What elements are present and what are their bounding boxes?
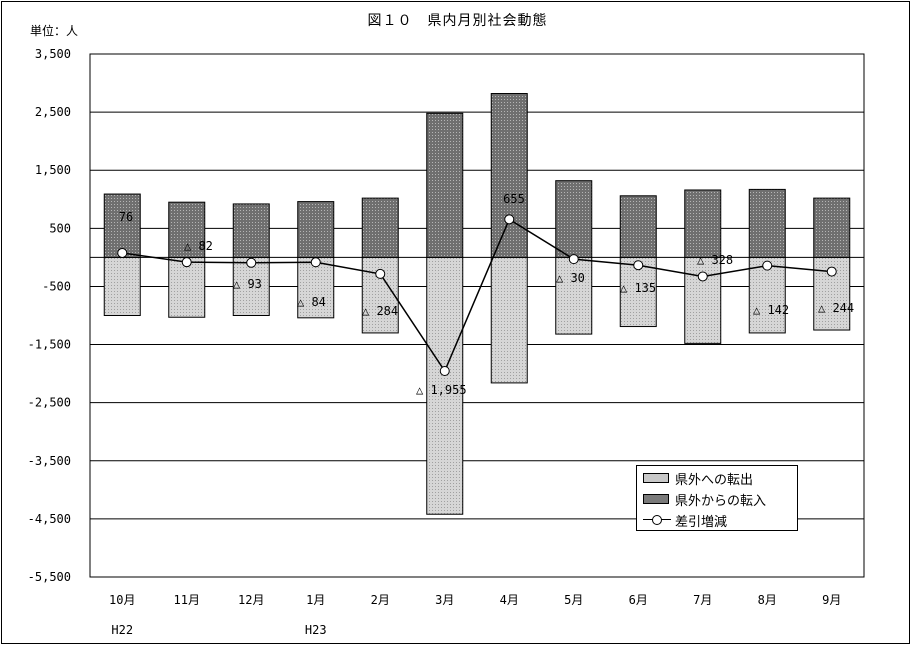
bar-inflow (748, 188, 786, 258)
x-tick-label: 11月 (174, 593, 200, 607)
net-point (375, 268, 386, 279)
x-tick-label: 2月 (371, 593, 390, 607)
data-label: △ 142 (753, 303, 789, 317)
year-label: H22 (111, 623, 133, 637)
y-tick-label: -4,500 (28, 512, 71, 526)
data-label: △ 1,955 (416, 383, 467, 397)
x-tick-label: 1月 (306, 593, 325, 607)
bar-inflow (619, 195, 657, 258)
year-label: H23 (305, 623, 327, 637)
legend-line-marker (643, 514, 671, 526)
x-tick-label: 3月 (435, 593, 454, 607)
bar-inflow (813, 197, 851, 258)
y-tick-label: -1,500 (28, 338, 71, 352)
net-point (504, 214, 515, 225)
data-label: △ 82 (184, 239, 213, 253)
legend-label-inflow: 県外からの転入 (675, 493, 767, 509)
data-label: 655 (503, 192, 525, 206)
legend-item-net: 差引増減 (643, 511, 728, 530)
net-change-line: 76 △ 82 △ 93 △ 84 △ 284 △ 1,955 655 △ 30 △ 135 △ … (117, 192, 854, 397)
y-tick-label: 500 (49, 221, 71, 235)
x-axis-labels: 10月 11月 12月 1月 2月 3月 4月 5月 6月 7月 8月 9月 H22 H23 (109, 593, 841, 637)
data-label: △ 328 (697, 253, 733, 267)
bar-inflow (684, 189, 722, 258)
y-tick-label: 2,500 (35, 105, 71, 119)
legend-swatch-outflow (643, 473, 669, 483)
bar-inflow (426, 112, 464, 258)
chart-title: 図１０ 県内月別社会動態 (367, 13, 548, 29)
grid-lines (90, 111, 864, 520)
data-label: △ 93 (233, 277, 262, 291)
data-label: △ 284 (362, 304, 398, 318)
data-label: △ 244 (818, 301, 854, 315)
net-point (633, 260, 644, 271)
data-label: △ 135 (620, 281, 656, 295)
legend-item-outflow: 県外への転出 (643, 469, 754, 488)
x-tick-label: 6月 (629, 593, 648, 607)
bar-inflow (232, 203, 270, 258)
net-point (762, 260, 773, 271)
bars (103, 93, 851, 515)
bar-inflow (168, 201, 206, 258)
net-point (246, 257, 257, 268)
x-tick-label: 12月 (238, 593, 264, 607)
bar-outflow (361, 256, 399, 334)
unit-label: 単位：人 (30, 24, 79, 38)
net-line-path (122, 218, 832, 373)
bar-inflow (361, 197, 399, 258)
net-point (310, 257, 321, 268)
bar-outflow (555, 256, 593, 335)
y-tick-label: -500 (42, 279, 71, 293)
bar-inflow (103, 193, 141, 258)
x-tick-label: 4月 (500, 593, 519, 607)
x-tick-label: 7月 (693, 593, 712, 607)
x-tick-label: 9月 (822, 593, 841, 607)
bar-inflow (297, 201, 335, 258)
bar-outflow (297, 256, 335, 319)
data-label: 76 (119, 210, 133, 224)
x-tick-label: 10月 (109, 593, 135, 607)
legend: 県外への転出 県外からの転入 差引増減 (636, 465, 798, 531)
legend-label-outflow: 県外への転出 (675, 472, 754, 488)
x-tick-label: 8月 (758, 593, 777, 607)
bar-outflow (684, 256, 722, 344)
y-tick-label: 1,500 (35, 163, 71, 177)
y-tick-label: -5,500 (28, 570, 71, 584)
y-tick-label: 3,500 (35, 47, 71, 61)
data-label: △ 84 (297, 295, 326, 309)
bar-outflow (490, 256, 528, 384)
x-tick-label: 5月 (564, 593, 583, 607)
legend-swatch-inflow (643, 494, 669, 504)
bar-outflow (103, 256, 141, 316)
legend-label-net: 差引増減 (675, 514, 728, 530)
bar-inflow (555, 180, 593, 258)
bar-inflow (490, 93, 528, 258)
data-label: △ 30 (556, 271, 585, 285)
y-axis-ticks: 3,500 2,500 1,500 500 -500 -1,500 -2,500 -3,500… (28, 47, 71, 584)
y-tick-label: -2,500 (28, 396, 71, 410)
legend-item-inflow: 県外からの転入 (643, 490, 767, 509)
net-point (697, 271, 708, 282)
y-tick-label: -3,500 (28, 454, 71, 468)
net-point (826, 266, 837, 277)
net-point (181, 257, 192, 268)
net-point (568, 254, 579, 265)
net-point (117, 247, 128, 258)
net-point (439, 365, 450, 376)
